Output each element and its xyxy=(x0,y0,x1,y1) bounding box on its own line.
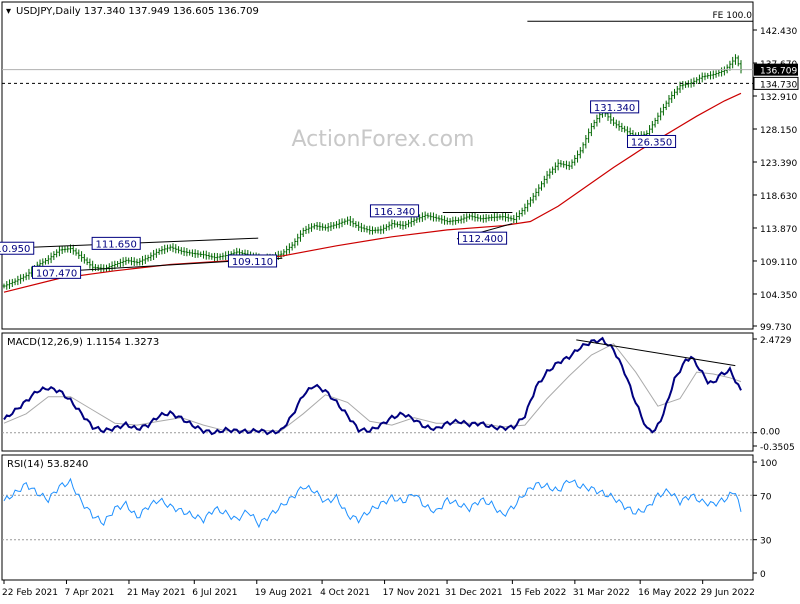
xtick-label: 29 Jun 2022 xyxy=(701,588,755,598)
xtick-label: 7 Apr 2021 xyxy=(64,588,114,598)
price-ytick-label: 118.630 xyxy=(760,192,797,202)
price-annotation-box xyxy=(227,254,278,268)
macd-panel-frame xyxy=(1,332,754,452)
current-price-tag-label: 136.709 xyxy=(760,67,797,77)
price-chart-title: USDJPY,Daily 137.340 137.949 136.605 136… xyxy=(16,6,259,17)
price-annotation-label: 107.470 xyxy=(36,268,77,279)
price-header-arrow: ▾ xyxy=(6,6,11,17)
price-layer: FE 100.0 110.950 107.470 111.650 109.110 116.… xyxy=(0,11,753,293)
level-price-tag-label: 134.730 xyxy=(760,80,797,90)
macd-trendline xyxy=(576,339,736,367)
rsi-line xyxy=(3,477,742,529)
macd-signal-line xyxy=(3,343,742,432)
fib-extension-label: FE 100.0 xyxy=(713,11,753,21)
price-ytick-label: 109.110 xyxy=(760,258,797,268)
level-price-tag xyxy=(753,76,799,90)
rsi-ytick-label: 0 xyxy=(760,570,766,580)
price-annotation-label: 110.950 xyxy=(0,244,30,255)
macd-ytick-label: -0.3505 xyxy=(760,443,795,453)
price-annotation-box xyxy=(626,134,677,148)
xtick-label: 6 Jul 2021 xyxy=(192,588,237,598)
macd-ytick-label: 2.4729 xyxy=(760,336,792,346)
watermark: ActionForex.com xyxy=(292,127,475,152)
price-annotation-label: 116.340 xyxy=(374,207,415,218)
rsi-layer xyxy=(2,477,753,541)
xtick-label: 4 Oct 2021 xyxy=(320,588,370,598)
macd-title: MACD(12,26,9) 1.1154 1.3273 xyxy=(7,337,159,348)
xtick-label: 21 May 2021 xyxy=(127,588,186,598)
xtick-label: 31 Mar 2022 xyxy=(573,588,630,598)
price-annotation-box xyxy=(458,231,508,245)
xtick-label: 31 Dec 2021 xyxy=(445,588,503,598)
price-annotation-box xyxy=(31,265,82,279)
price-ytick-label: 99.730 xyxy=(760,323,792,333)
axes-layer: 142.430137.670132.910128.150123.390118.6… xyxy=(2,27,799,598)
macd-line xyxy=(3,336,742,436)
price-ytick-label: 123.390 xyxy=(760,159,797,169)
price-ytick-label: 113.870 xyxy=(760,225,797,235)
current-price-tag xyxy=(754,63,798,76)
macd-ytick-label: 0.00 xyxy=(760,428,780,438)
price-ytick-label: 142.430 xyxy=(760,27,797,37)
rsi-panel-frame xyxy=(1,454,754,581)
xtick-label: 16 May 2022 xyxy=(638,588,697,598)
price-annotation-box xyxy=(590,100,640,114)
macd-layer xyxy=(2,336,753,436)
rsi-title: RSI(14) 53.8240 xyxy=(7,459,88,470)
price-annotation-label: 111.650 xyxy=(96,239,137,250)
price-annotation-label: 109.110 xyxy=(232,257,273,268)
xtick-label: 22 Feb 2021 xyxy=(2,588,58,598)
xtick-label: 15 Feb 2022 xyxy=(510,588,566,598)
price-ytick-label: 104.350 xyxy=(760,291,797,301)
price-ytick-label: 132.910 xyxy=(760,93,797,103)
price-annotation-box xyxy=(369,204,420,218)
rsi-ytick-label: 100 xyxy=(760,459,777,469)
rsi-ytick-label: 70 xyxy=(760,492,772,502)
price-annotation-box xyxy=(0,241,35,255)
price-annotation-label: 131.340 xyxy=(594,103,635,114)
price-annotation-label: 126.350 xyxy=(631,137,672,148)
xtick-label: 17 Nov 2021 xyxy=(383,588,441,598)
price-ytick-label: 128.150 xyxy=(760,126,797,136)
price-panel-frame xyxy=(1,1,754,330)
xtick-label: 19 Aug 2021 xyxy=(255,588,313,598)
price-annotation-box xyxy=(91,236,141,250)
rsi-ytick-label: 30 xyxy=(760,537,772,547)
price-annotation-label: 112.400 xyxy=(462,234,503,245)
